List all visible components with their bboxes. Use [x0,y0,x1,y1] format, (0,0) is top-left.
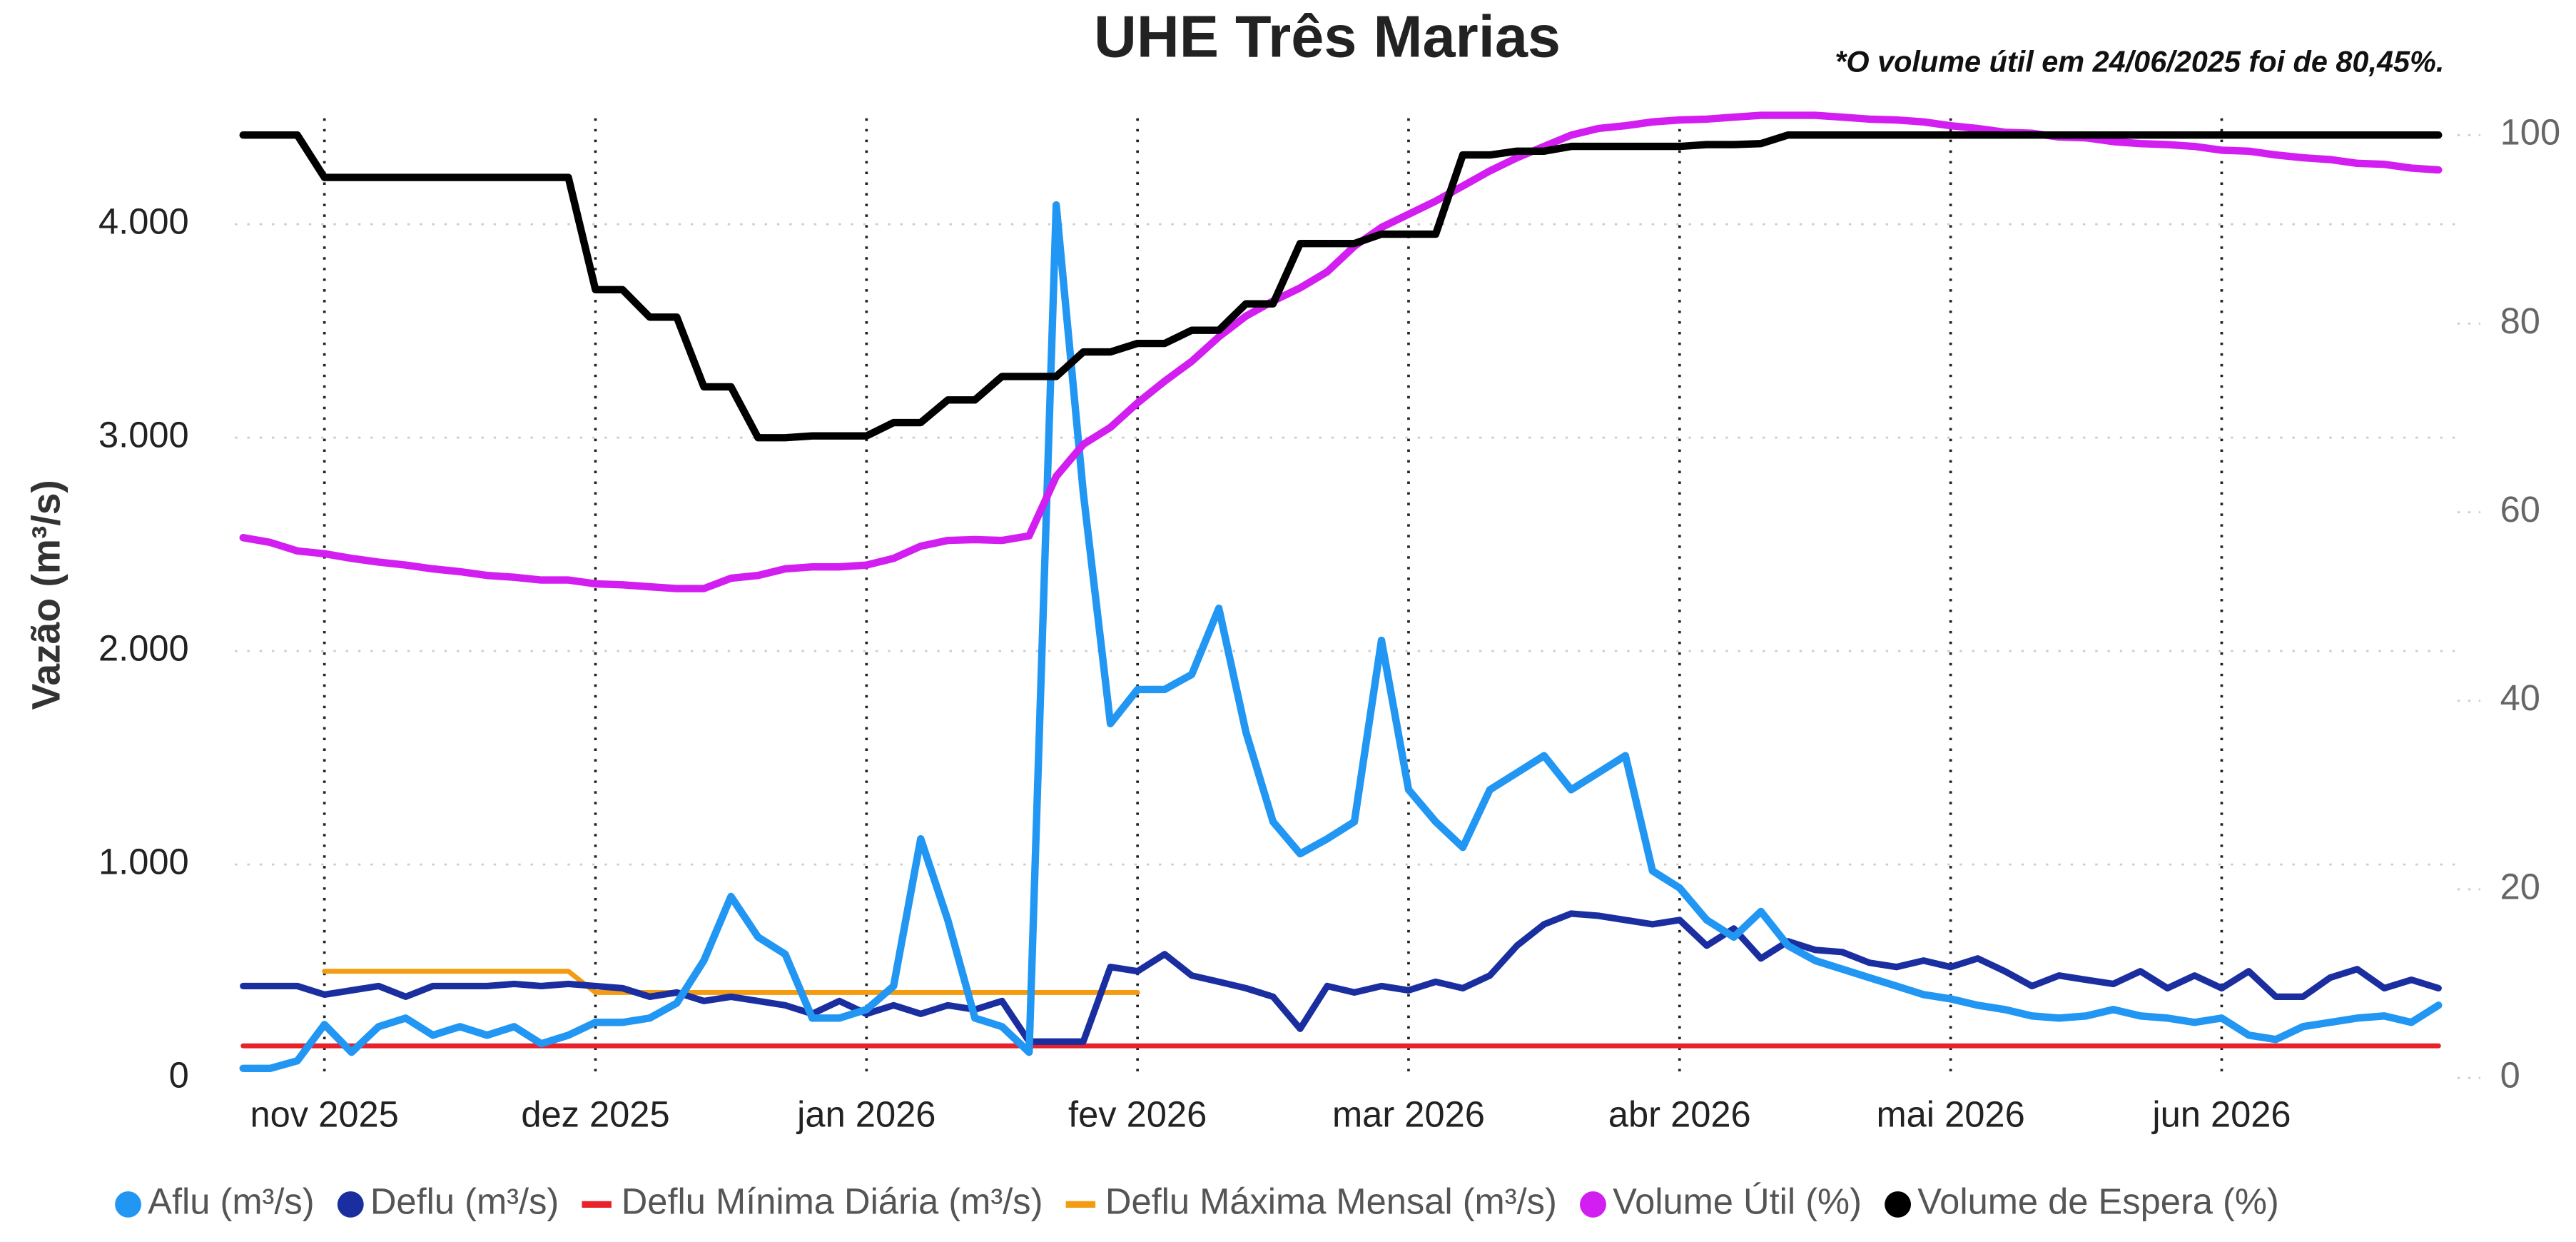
y2-tick-label: 0 [2500,1054,2520,1095]
x-tick-label: abr 2026 [1608,1094,1751,1135]
series-line [239,201,2443,1072]
series-line [240,910,2442,1045]
grid [235,118,2465,1079]
legend-label: Deflu Máxima Mensal (m³/s) [1105,1181,1557,1222]
x-tick-label: jun 2026 [2151,1094,2291,1135]
y2-tick-label: 100 [2500,112,2560,153]
legend-label: Deflu (m³/s) [370,1181,559,1222]
legend-label: Volume de Espera (%) [1917,1181,2278,1222]
x-tick-label: dez 2025 [521,1094,669,1135]
y2-tick-label: 40 [2500,677,2540,718]
x-tick-label: fev 2026 [1068,1094,1207,1135]
series-line [322,969,1140,995]
legend-item: Deflu Mínima Diária (m³/s) [582,1181,1043,1222]
y-tick-label: 0 [169,1054,189,1095]
legend-item: Volume de Espera (%) [1885,1181,2279,1222]
x-tick-label: mai 2026 [1876,1094,2024,1135]
y-axis-label: Vazão (m³/s) [24,480,69,710]
legend-item: Volume Útil (%) [1580,1181,1862,1222]
legend-item: Deflu (m³/s) [337,1181,559,1222]
legend-label: Aflu (m³/s) [148,1181,314,1222]
chart-body: UHE Três Marias *O volume útil em 24/06/… [24,3,2560,1221]
y-tick-label: 4.000 [98,201,189,241]
legend-item: Aflu (m³/s) [115,1181,315,1222]
series-line [239,131,2443,442]
y-tick-label: 3.000 [98,414,189,455]
note: *O volume útil em 24/06/2025 foi de 80,4… [1835,45,2444,79]
x-tick-label: nov 2025 [250,1094,398,1135]
legend-marker [115,1191,141,1218]
legend-label: Volume Útil (%) [1613,1181,1862,1222]
legend-marker [337,1191,364,1218]
legend-marker [1885,1191,1912,1218]
x-tick-label: mar 2026 [1332,1094,1485,1135]
legend-marker [1580,1191,1606,1218]
x-tick-label: jan 2026 [796,1094,935,1135]
y-tick-label: 1.000 [98,841,189,882]
legend-label: Deflu Mínima Diária (m³/s) [622,1181,1043,1222]
y-tick-label: 2.000 [98,627,189,668]
chart-title: UHE Três Marias [1094,3,1561,69]
y2-tick-label: 20 [2500,866,2540,907]
y2-tick-label: 80 [2500,301,2540,341]
legend-item: Deflu Máxima Mensal (m³/s) [1065,1181,1557,1222]
y2-tick-label: 60 [2500,489,2540,530]
